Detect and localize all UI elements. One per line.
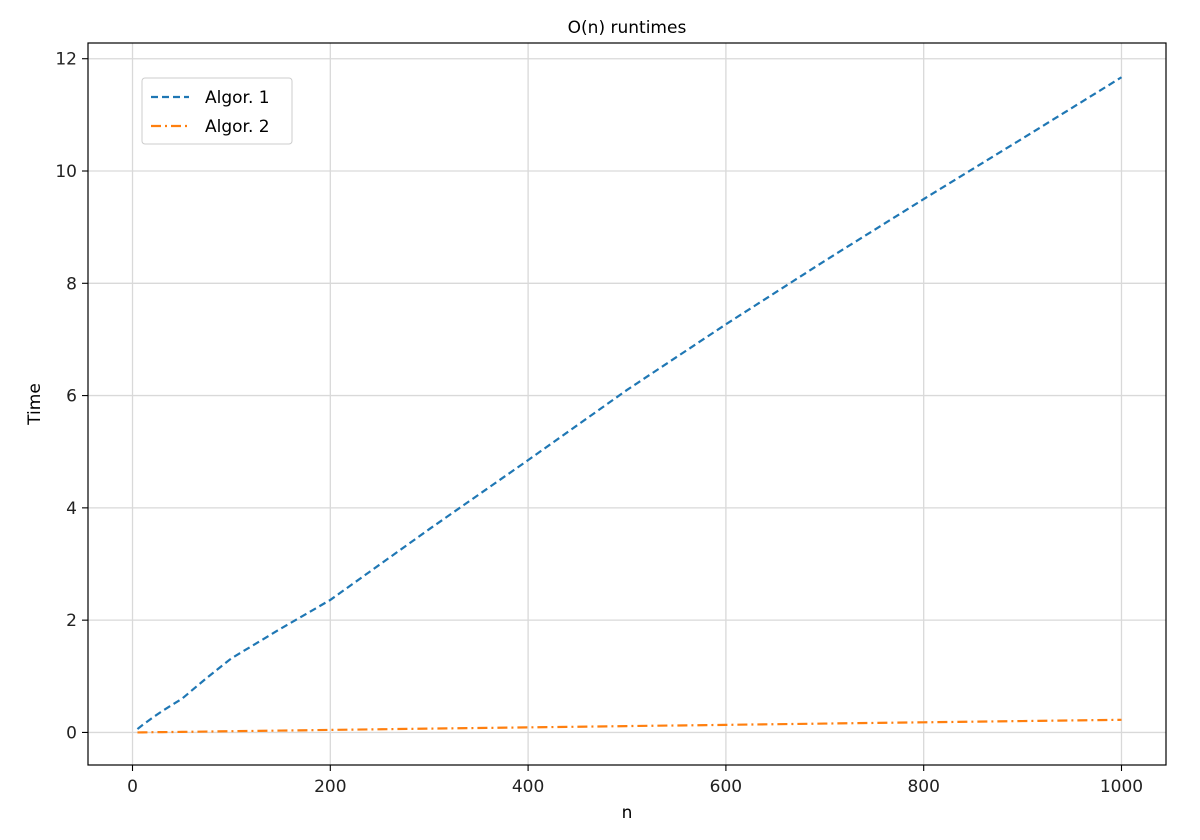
x-tick-label: 0 [127,777,138,797]
grid [88,43,1166,765]
x-tick-label: 200 [314,777,346,797]
y-axis-ticks: 0 2 4 6 8 10 12 [55,50,88,743]
x-tick-label: 600 [710,777,742,797]
x-tick-label: 1000 [1100,777,1143,797]
y-tick-label: 12 [55,50,77,70]
y-tick-label: 6 [66,387,77,407]
x-axis-ticks: 0 200 400 600 800 1000 [127,765,1143,797]
legend-label-algor-2: Algor. 2 [205,117,270,137]
plot-area-frame [87,42,1167,766]
series-line-algor-1 [136,76,1123,730]
y-tick-label: 8 [66,274,77,294]
series-layer [136,76,1123,734]
legend-box [141,77,293,145]
y-tick-label: 10 [55,162,77,182]
series-line-algor-2 [137,718,1122,734]
legend-label-algor-1: Algor. 1 [205,88,270,108]
y-tick-label: 0 [66,723,77,743]
x-tick-label: 400 [512,777,544,797]
x-tick-label: 800 [907,777,939,797]
y-tick-label: 4 [66,499,77,519]
y-tick-label: 2 [66,611,77,631]
legend: Algor. 1 Algor. 2 [141,77,293,145]
x-axis-label: n [622,803,633,823]
chart-title: O(n) runtimes [568,18,687,38]
y-axis-label: Time [25,383,45,426]
